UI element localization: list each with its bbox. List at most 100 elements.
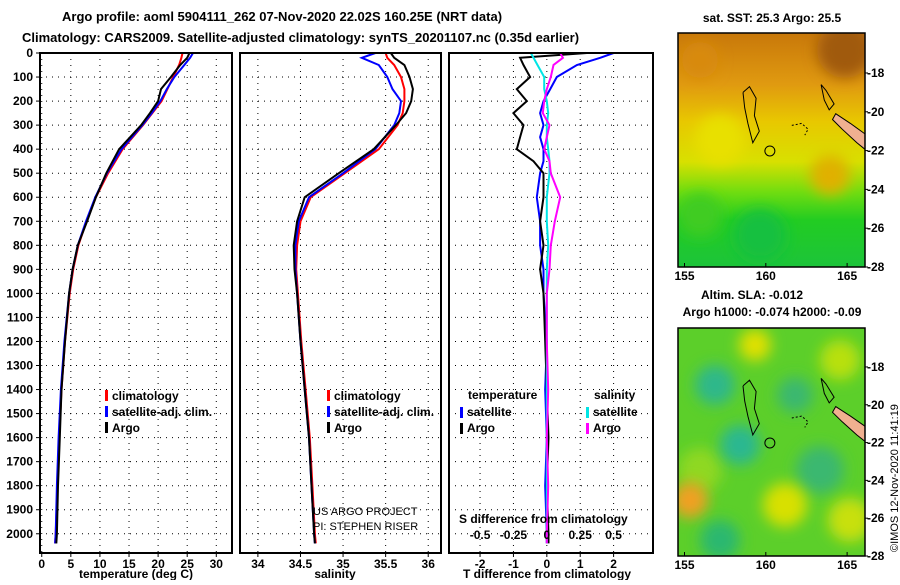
argo-location-marker bbox=[764, 437, 776, 449]
x-tick-label: 2 bbox=[610, 557, 617, 571]
lat-tick-label: -24 bbox=[867, 473, 885, 487]
x-axis-label-temperature: temperature (deg C) bbox=[79, 567, 193, 580]
chesterfield-reef-outline bbox=[742, 85, 760, 145]
s-axis-label: S difference from climatology bbox=[459, 512, 628, 526]
legend-title-temperature: temperature bbox=[468, 388, 538, 402]
lon-tick-label: 165 bbox=[837, 269, 857, 283]
lat-tick-label: -28 bbox=[867, 260, 885, 274]
legend-swatch-climatology bbox=[105, 390, 108, 401]
lon-tick-label: 160 bbox=[756, 558, 776, 572]
legend-swatch-satellite bbox=[327, 406, 330, 417]
depth-tick-label: 900 bbox=[13, 262, 33, 276]
imos-credit: ©IMOS 12-Nov-2020 11:41:19 bbox=[889, 404, 900, 552]
temperature-legend: climatology satellite-adj. clim. Argo bbox=[105, 389, 212, 435]
lat-tick-label: -24 bbox=[867, 182, 885, 196]
sla-patch bbox=[720, 425, 760, 465]
chesterfield-reef-outline bbox=[742, 379, 760, 437]
sst-patch bbox=[695, 115, 745, 165]
depth-tick-label: 400 bbox=[13, 142, 33, 156]
new-caledonia-land bbox=[831, 405, 865, 442]
sst-patch bbox=[817, 33, 865, 78]
legend-label: Argo bbox=[467, 421, 495, 435]
depth-tick-label: 0 bbox=[26, 46, 33, 60]
lon-tick-label: 165 bbox=[837, 558, 857, 572]
x-tick-label: 35.5 bbox=[374, 557, 398, 571]
map-field bbox=[678, 328, 865, 556]
sst-patch bbox=[734, 209, 786, 261]
x-tick-label: -2 bbox=[475, 557, 486, 571]
map-frame bbox=[677, 32, 866, 268]
plot-frame bbox=[39, 52, 233, 554]
reef-outline bbox=[791, 122, 809, 136]
difference-panel: -2 -1 0 1 2 -0.5 -0.25 0 0.25 0.5 bbox=[448, 52, 654, 571]
s-tick-label: -0.5 bbox=[470, 528, 491, 542]
legend-swatch-s-argo bbox=[586, 423, 589, 434]
depth-tick-label: 2000 bbox=[6, 527, 33, 541]
legend-label: satellite bbox=[467, 405, 512, 419]
legend-label: climatology bbox=[334, 389, 401, 403]
lon-tick-label: 155 bbox=[674, 269, 694, 283]
depth-tick-label: 500 bbox=[13, 166, 33, 180]
reef-outline bbox=[820, 84, 835, 111]
depth-tick-label: 1600 bbox=[6, 431, 33, 445]
x-tick-label: 34.5 bbox=[289, 557, 313, 571]
depth-tick-label: 700 bbox=[13, 214, 33, 228]
lat-tick-label: -26 bbox=[867, 221, 885, 235]
legend-label: satellite bbox=[593, 405, 638, 419]
salinity-panel: 34 34.5 35 35.5 36 bbox=[239, 52, 442, 571]
lat-tick-label: -22 bbox=[867, 144, 885, 158]
sla-patch bbox=[700, 520, 740, 556]
sst-patch bbox=[810, 155, 850, 195]
depth-tick-label: 1300 bbox=[6, 359, 33, 373]
sla-patch bbox=[828, 498, 865, 542]
series-line-argo bbox=[55, 52, 191, 544]
map-frame bbox=[677, 327, 866, 557]
depth-tick-label: 800 bbox=[13, 238, 33, 252]
title-line-2: Climatology: CARS2009. Satellite-adjuste… bbox=[22, 30, 579, 45]
lat-tick-label: -22 bbox=[867, 436, 885, 450]
sla-patch bbox=[739, 329, 771, 361]
pi-annotation: PI: STEPHEN RISER bbox=[313, 521, 418, 533]
depth-tick-label: 1000 bbox=[6, 286, 33, 300]
sla-patch bbox=[695, 365, 735, 405]
plot-frame bbox=[448, 52, 654, 554]
argo-location-marker bbox=[764, 145, 776, 157]
x-tick-label: 1 bbox=[577, 557, 584, 571]
legend-label: Argo bbox=[112, 421, 140, 435]
lat-tick-label: -20 bbox=[867, 105, 885, 119]
sla-patch bbox=[820, 340, 860, 380]
reef-outline bbox=[791, 415, 809, 428]
depth-tick-label: 600 bbox=[13, 190, 33, 204]
sst-map-title: sat. SST: 25.3 Argo: 25.5 bbox=[703, 11, 842, 25]
legend-swatch-climatology bbox=[327, 390, 330, 401]
difference-legend: temperature salinity satellite Argo sate… bbox=[459, 388, 638, 526]
sla-map: -18 -20 -22 -24 -26 -28 155 160 165 bbox=[674, 327, 885, 572]
x-tick-label: 20 bbox=[151, 557, 165, 571]
sla-patch bbox=[796, 446, 844, 494]
legend-label: climatology bbox=[112, 389, 179, 403]
sla-patch bbox=[678, 482, 708, 518]
sst-map: -18 -20 -22 -24 -26 -28 155 160 165 bbox=[674, 32, 885, 283]
depth-tick-label: 200 bbox=[13, 94, 33, 108]
depth-tick-label: 1900 bbox=[6, 503, 33, 517]
lon-tick-label: 155 bbox=[674, 558, 694, 572]
sst-patch bbox=[682, 42, 718, 78]
x-tick-label: 0 bbox=[543, 557, 550, 571]
series-line-climatology bbox=[295, 52, 406, 544]
sla-patch bbox=[777, 377, 813, 413]
sla-patch bbox=[763, 483, 807, 527]
depth-tick-label: 1700 bbox=[6, 455, 33, 469]
x-axis-label-t-difference: T difference from climatology bbox=[463, 567, 631, 580]
legend-label: satellite-adj. clim. bbox=[112, 405, 212, 419]
legend-title-salinity: salinity bbox=[594, 388, 636, 402]
legend-swatch-t-satellite bbox=[460, 407, 463, 418]
x-tick-label: -1 bbox=[508, 557, 519, 571]
legend-swatch-satellite bbox=[105, 406, 108, 417]
s-tick-label: 0 bbox=[543, 528, 550, 542]
series-line-climatology bbox=[54, 52, 184, 544]
legend-swatch-t-argo bbox=[460, 423, 463, 434]
depth-tick-label: 1100 bbox=[7, 310, 33, 324]
x-tick-label: 10 bbox=[93, 557, 107, 571]
x-tick-label: 36 bbox=[422, 557, 436, 571]
